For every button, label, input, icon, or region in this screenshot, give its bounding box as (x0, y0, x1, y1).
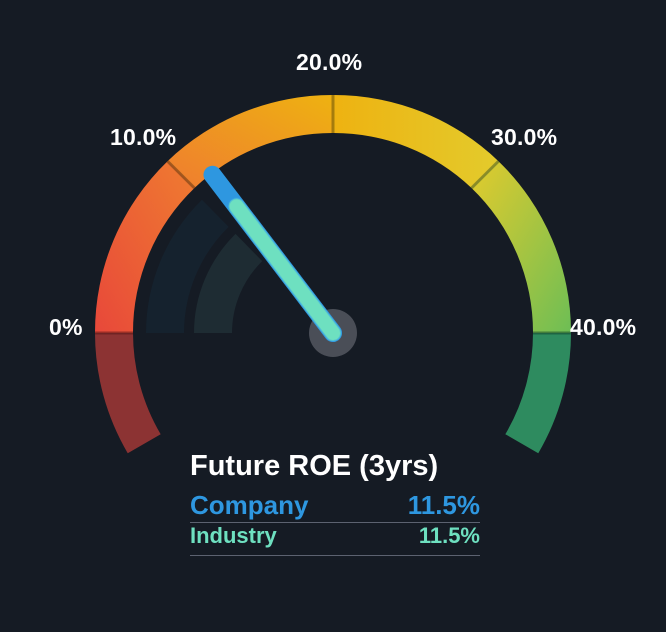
gauge-tick-marks (95, 95, 571, 335)
gauge-tick-label-0: 0% (49, 314, 83, 340)
gauge-tick-30 (470, 160, 500, 190)
gauge-needle-industry-core (229, 199, 340, 340)
gauge-arc-band (94, 94, 572, 454)
gauge-tick-label-20: 20.0% (296, 49, 363, 75)
gauge-band-20-30 (333, 94, 499, 189)
legend-row-industry: Industry 11.5% (190, 523, 480, 556)
gauge-tick-label-30: 30.0% (491, 124, 558, 150)
legend-value-industry: 11.5% (418, 523, 480, 548)
gauge-track-industry (194, 233, 263, 333)
gauge-band-10-20 (167, 94, 333, 189)
gauge-needles (203, 165, 342, 342)
gauge-band-above-max (505, 333, 571, 454)
gauge-band-below-min (95, 333, 161, 454)
gauge-band-0-10 (94, 161, 195, 333)
gauge-track-company (146, 199, 229, 333)
gauge-tick-10 (166, 160, 196, 190)
chart-title: Future ROE (3yrs) (190, 450, 439, 482)
legend-row-company: Company 11.5% (190, 490, 480, 523)
legend-value-company: 11.5% (407, 490, 480, 520)
legend-label-industry: Industry (190, 523, 277, 548)
gauge-tick-label-40: 40.0% (570, 314, 637, 340)
gauge-band-30-40 (471, 161, 572, 333)
gauge-tick-label-10: 10.0% (110, 124, 177, 150)
gauge-legend: Future ROE (3yrs) Company 11.5% Industry… (190, 449, 480, 556)
gauge-value-tracks (146, 199, 263, 333)
legend-label-company: Company (190, 490, 309, 520)
